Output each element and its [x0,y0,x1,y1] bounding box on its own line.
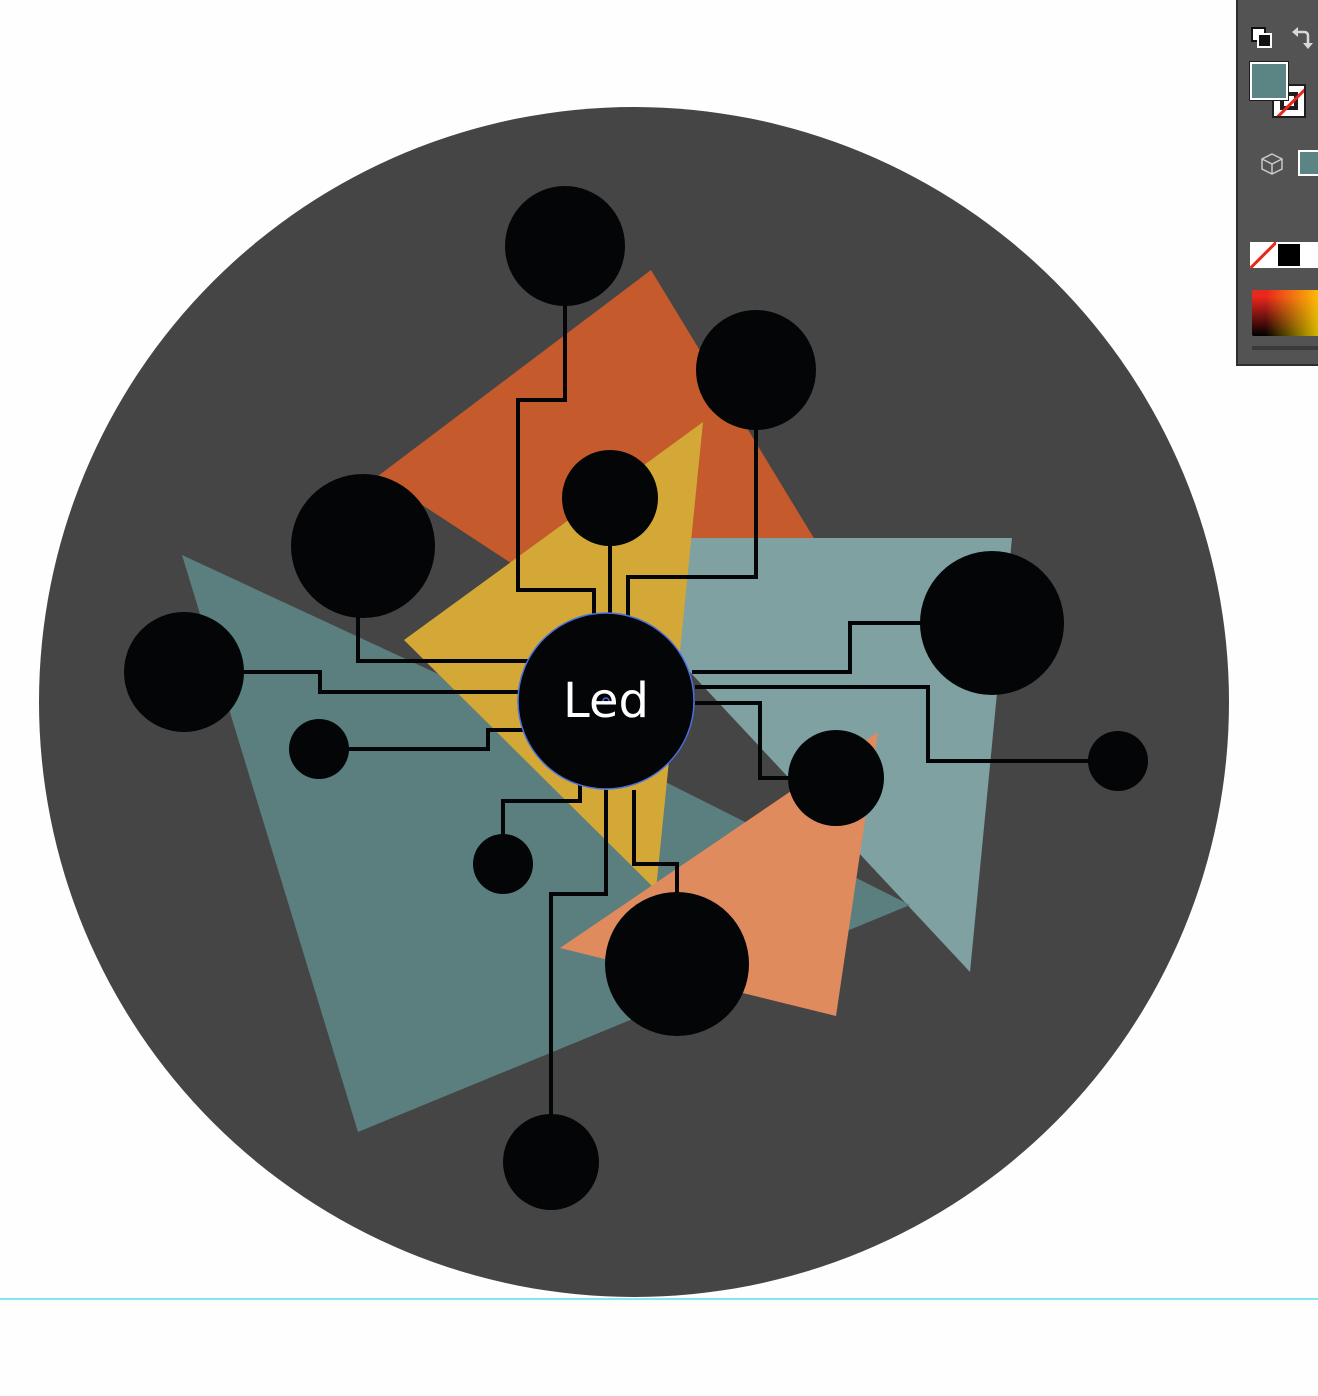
node-small-left[interactable] [289,719,349,779]
node-right-mid[interactable] [788,730,884,826]
tools-panel [1236,0,1318,366]
node-top-right[interactable] [696,310,816,430]
reset-colors-icon[interactable] [1290,26,1314,50]
wire-left [184,670,522,694]
wire-bottom [549,790,608,1162]
none-swatch[interactable] [1250,242,1276,268]
swap-fill-stroke-icon[interactable] [1250,26,1274,50]
node-small-bottom[interactable] [473,834,533,894]
wire-far-right [695,685,1118,763]
node-mid-top[interactable] [562,450,658,546]
node-far-right[interactable] [1088,731,1148,791]
selection-anchor-point[interactable] [602,697,610,705]
wire-small-bottom [501,785,582,864]
center-led-node[interactable] [517,612,695,790]
node-bottom-right[interactable] [605,892,749,1036]
wire-top-right [626,370,758,620]
teal-dark-polygon[interactable] [182,555,910,1132]
node-upper-left[interactable] [291,474,435,618]
node-right-large[interactable] [920,551,1064,695]
orange-triangle[interactable] [378,270,815,565]
panel-divider [1252,346,1318,350]
white-swatch[interactable] [1302,242,1318,268]
black-swatch[interactable] [1276,242,1302,268]
cube-icon[interactable] [1260,152,1284,176]
node-bottom[interactable] [503,1114,599,1210]
wire-top [516,246,596,624]
horizontal-guide[interactable] [0,1298,1318,1300]
fill-swatch[interactable] [1250,62,1288,100]
wire-small-left [319,728,530,751]
node-left[interactable] [124,612,244,732]
node-top[interactable] [505,186,625,306]
gradient-swatch[interactable] [1252,290,1318,336]
nodes [124,186,1148,1210]
fill-mini-swatch[interactable] [1298,150,1318,176]
